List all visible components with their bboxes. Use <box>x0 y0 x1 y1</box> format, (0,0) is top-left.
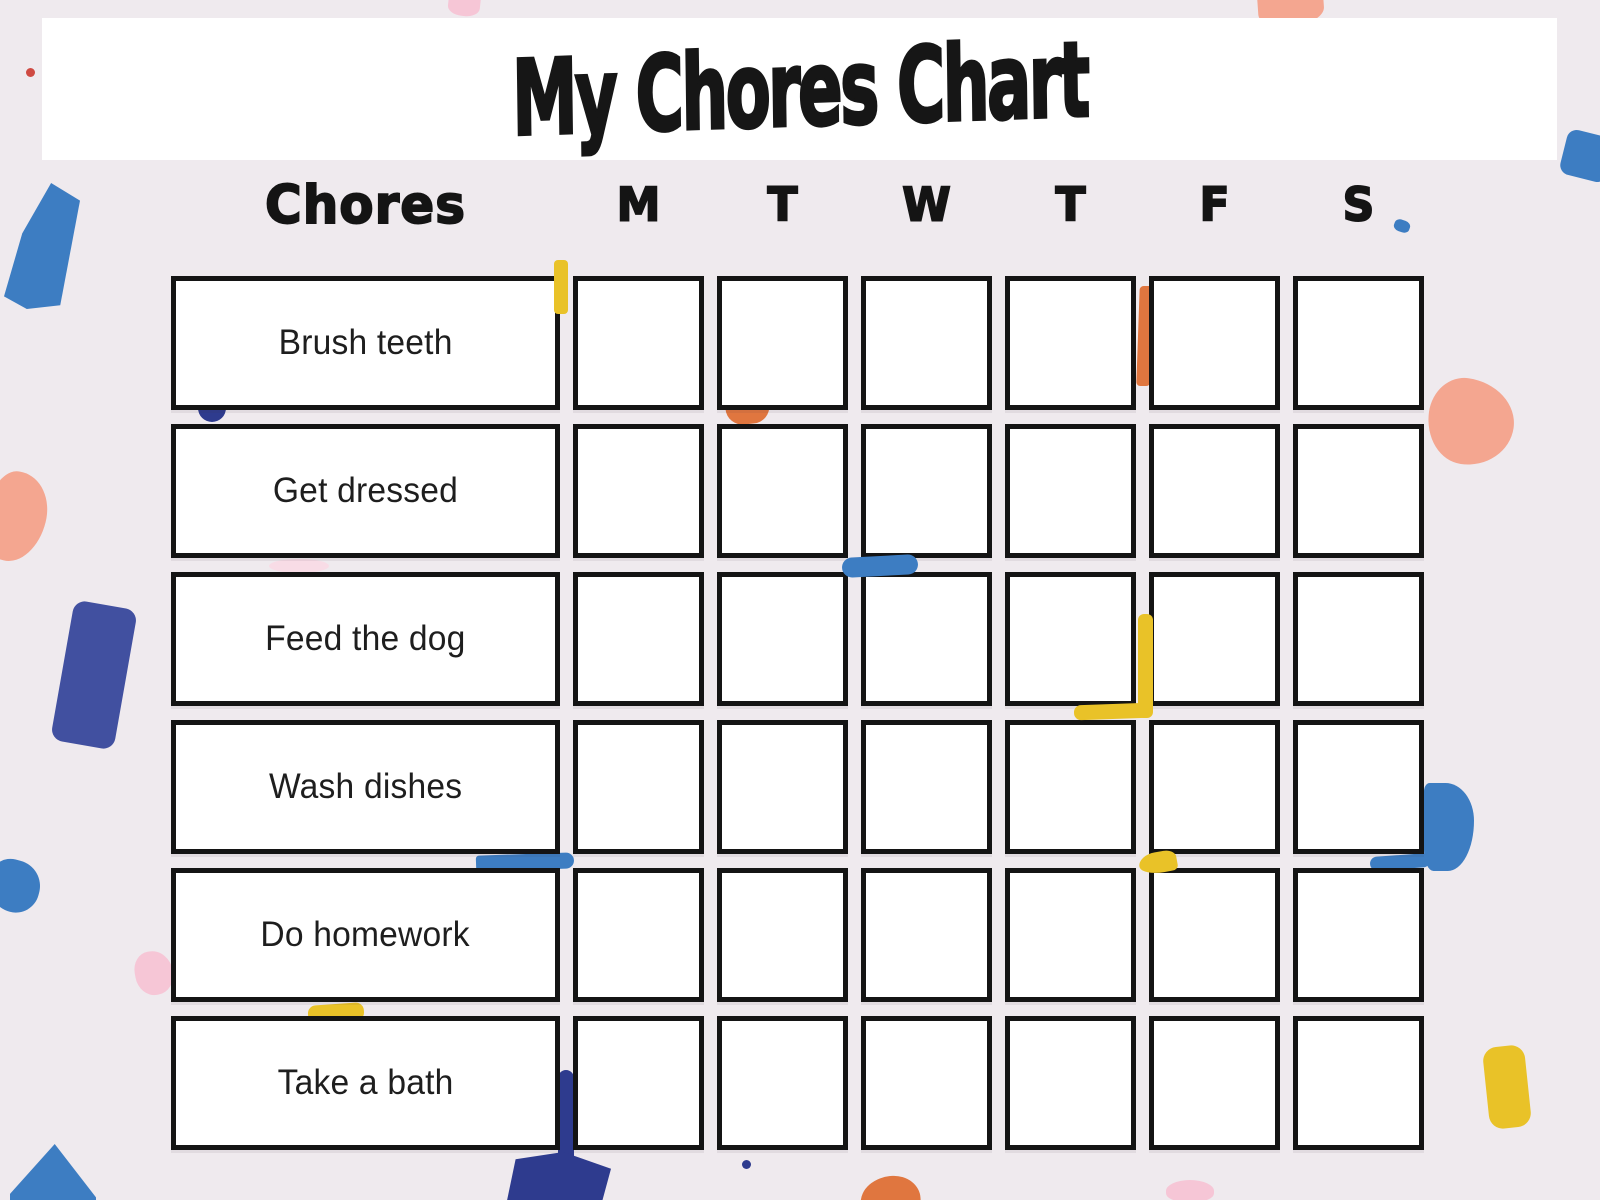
chore-label: Get dressed <box>272 471 459 510</box>
confetti-orange-blob-bottom <box>859 1174 921 1200</box>
checkbox-cell-row6-day1[interactable] <box>573 1016 704 1150</box>
chore-label: Brush teeth <box>278 323 453 362</box>
chore-label-box: Brush teeth <box>171 276 560 410</box>
checkbox-cell-row5-day1[interactable] <box>573 868 704 1002</box>
checkbox-cell-row2-day6[interactable] <box>1293 424 1424 558</box>
chore-row: Get dressed <box>171 424 1424 558</box>
confetti-navy-streak-row6 <box>558 1070 574 1162</box>
checkbox-cell-row2-day2[interactable] <box>717 424 848 558</box>
checkbox-cell-row3-day3[interactable] <box>861 572 992 706</box>
chore-label-box: Feed the dog <box>171 572 560 706</box>
chore-label-box: Wash dishes <box>171 720 560 854</box>
checkbox-cell-row4-day2[interactable] <box>717 720 848 854</box>
checkbox-cell-row1-day3[interactable] <box>861 276 992 410</box>
header-day-monday: M <box>616 177 662 232</box>
checkbox-cell-row1-day2[interactable] <box>717 276 848 410</box>
chore-row: Brush teeth <box>171 276 1424 410</box>
header-day-friday: F <box>1199 177 1231 232</box>
checkbox-cell-row5-day3[interactable] <box>861 868 992 1002</box>
checkbox-cell-row2-day3[interactable] <box>861 424 992 558</box>
confetti-yellow-blob-bottom-right <box>1481 1044 1533 1130</box>
confetti-yellow-l-vertical <box>1138 614 1153 718</box>
chore-label: Feed the dog <box>265 619 466 658</box>
confetti-navy-blob-bottom <box>507 1152 611 1200</box>
chore-label: Do homework <box>260 915 471 954</box>
title-banner: My Chores Chart <box>42 18 1557 160</box>
checkbox-cell-row1-day1[interactable] <box>573 276 704 410</box>
checkbox-cell-row6-day3[interactable] <box>861 1016 992 1150</box>
confetti-red-speck-top-left <box>26 68 35 77</box>
confetti-blue-blob-right-row4 <box>1424 783 1474 871</box>
chore-label: Take a bath <box>277 1063 454 1102</box>
checkbox-cell-row4-day3[interactable] <box>861 720 992 854</box>
chore-row: Do homework <box>171 868 1424 1002</box>
chore-rows: Brush teeth Get dressed Feed the dog Wash d… <box>171 276 1424 1150</box>
confetti-pink-piece-top <box>447 0 481 18</box>
confetti-blue-blob-left <box>0 854 46 918</box>
checkbox-cell-row3-day2[interactable] <box>717 572 848 706</box>
chore-row: Wash dishes <box>171 720 1424 854</box>
checkbox-cell-row1-day5[interactable] <box>1149 276 1280 410</box>
confetti-blue-triangle-bottom-left <box>10 1144 96 1200</box>
confetti-blue-triangle-top-left <box>4 183 80 309</box>
checkbox-cell-row1-day6[interactable] <box>1293 276 1424 410</box>
chore-row: Feed the dog <box>171 572 1424 706</box>
checkbox-cell-row3-day1[interactable] <box>573 572 704 706</box>
checkbox-cell-row4-day6[interactable] <box>1293 720 1424 854</box>
checkbox-cell-row2-day4[interactable] <box>1005 424 1136 558</box>
checkbox-cell-row3-day6[interactable] <box>1293 572 1424 706</box>
confetti-salmon-blob-left <box>0 466 56 568</box>
checkbox-cell-row5-day4[interactable] <box>1005 868 1136 1002</box>
header-day-tuesday: T <box>767 177 799 232</box>
chore-label: Wash dishes <box>268 767 463 806</box>
checkbox-cell-row1-day4[interactable] <box>1005 276 1136 410</box>
confetti-navy-dot-bottom <box>742 1160 751 1169</box>
checkbox-cell-row2-day1[interactable] <box>573 424 704 558</box>
checkbox-cell-row3-day4[interactable] <box>1005 572 1136 706</box>
checkbox-cell-row4-day1[interactable] <box>573 720 704 854</box>
confetti-salmon-blob-right <box>1422 373 1520 471</box>
chore-label-box: Do homework <box>171 868 560 1002</box>
header-day-thursday: T <box>1055 177 1087 232</box>
checkbox-cell-row5-day5[interactable] <box>1149 868 1280 1002</box>
checkbox-cell-row5-day6[interactable] <box>1293 868 1424 1002</box>
header-day-saturday: S <box>1342 177 1376 232</box>
chore-row: Take a bath <box>171 1016 1424 1150</box>
confetti-pink-oval-bottom <box>1166 1180 1214 1200</box>
confetti-navy-dome-row1 <box>198 408 226 422</box>
header-day-wednesday: W <box>901 177 951 232</box>
checkbox-cell-row4-day5[interactable] <box>1149 720 1280 854</box>
table-header-row: Chores M T W T F S <box>171 174 1424 237</box>
checkbox-cell-row4-day4[interactable] <box>1005 720 1136 854</box>
checkbox-cell-row6-day6[interactable] <box>1293 1016 1424 1150</box>
confetti-pink-blob-left <box>131 948 177 998</box>
confetti-blue-streak-row2 <box>841 554 919 578</box>
header-chores: Chores <box>264 174 466 237</box>
checkbox-cell-row6-day4[interactable] <box>1005 1016 1136 1150</box>
checkbox-cell-row5-day2[interactable] <box>717 868 848 1002</box>
confetti-indigo-bar-left <box>50 599 138 751</box>
confetti-pink-smudge-row2 <box>269 559 329 573</box>
checkbox-cell-row6-day2[interactable] <box>717 1016 848 1150</box>
checkbox-cell-row3-day5[interactable] <box>1149 572 1280 706</box>
page-title: My Chores Chart <box>510 18 1089 161</box>
chore-label-box: Get dressed <box>171 424 560 558</box>
chore-label-box: Take a bath <box>171 1016 560 1150</box>
confetti-blue-square-right-edge <box>1558 127 1600 185</box>
confetti-yellow-streak-row1 <box>554 260 568 314</box>
checkbox-cell-row6-day5[interactable] <box>1149 1016 1280 1150</box>
checkbox-cell-row2-day5[interactable] <box>1149 424 1280 558</box>
